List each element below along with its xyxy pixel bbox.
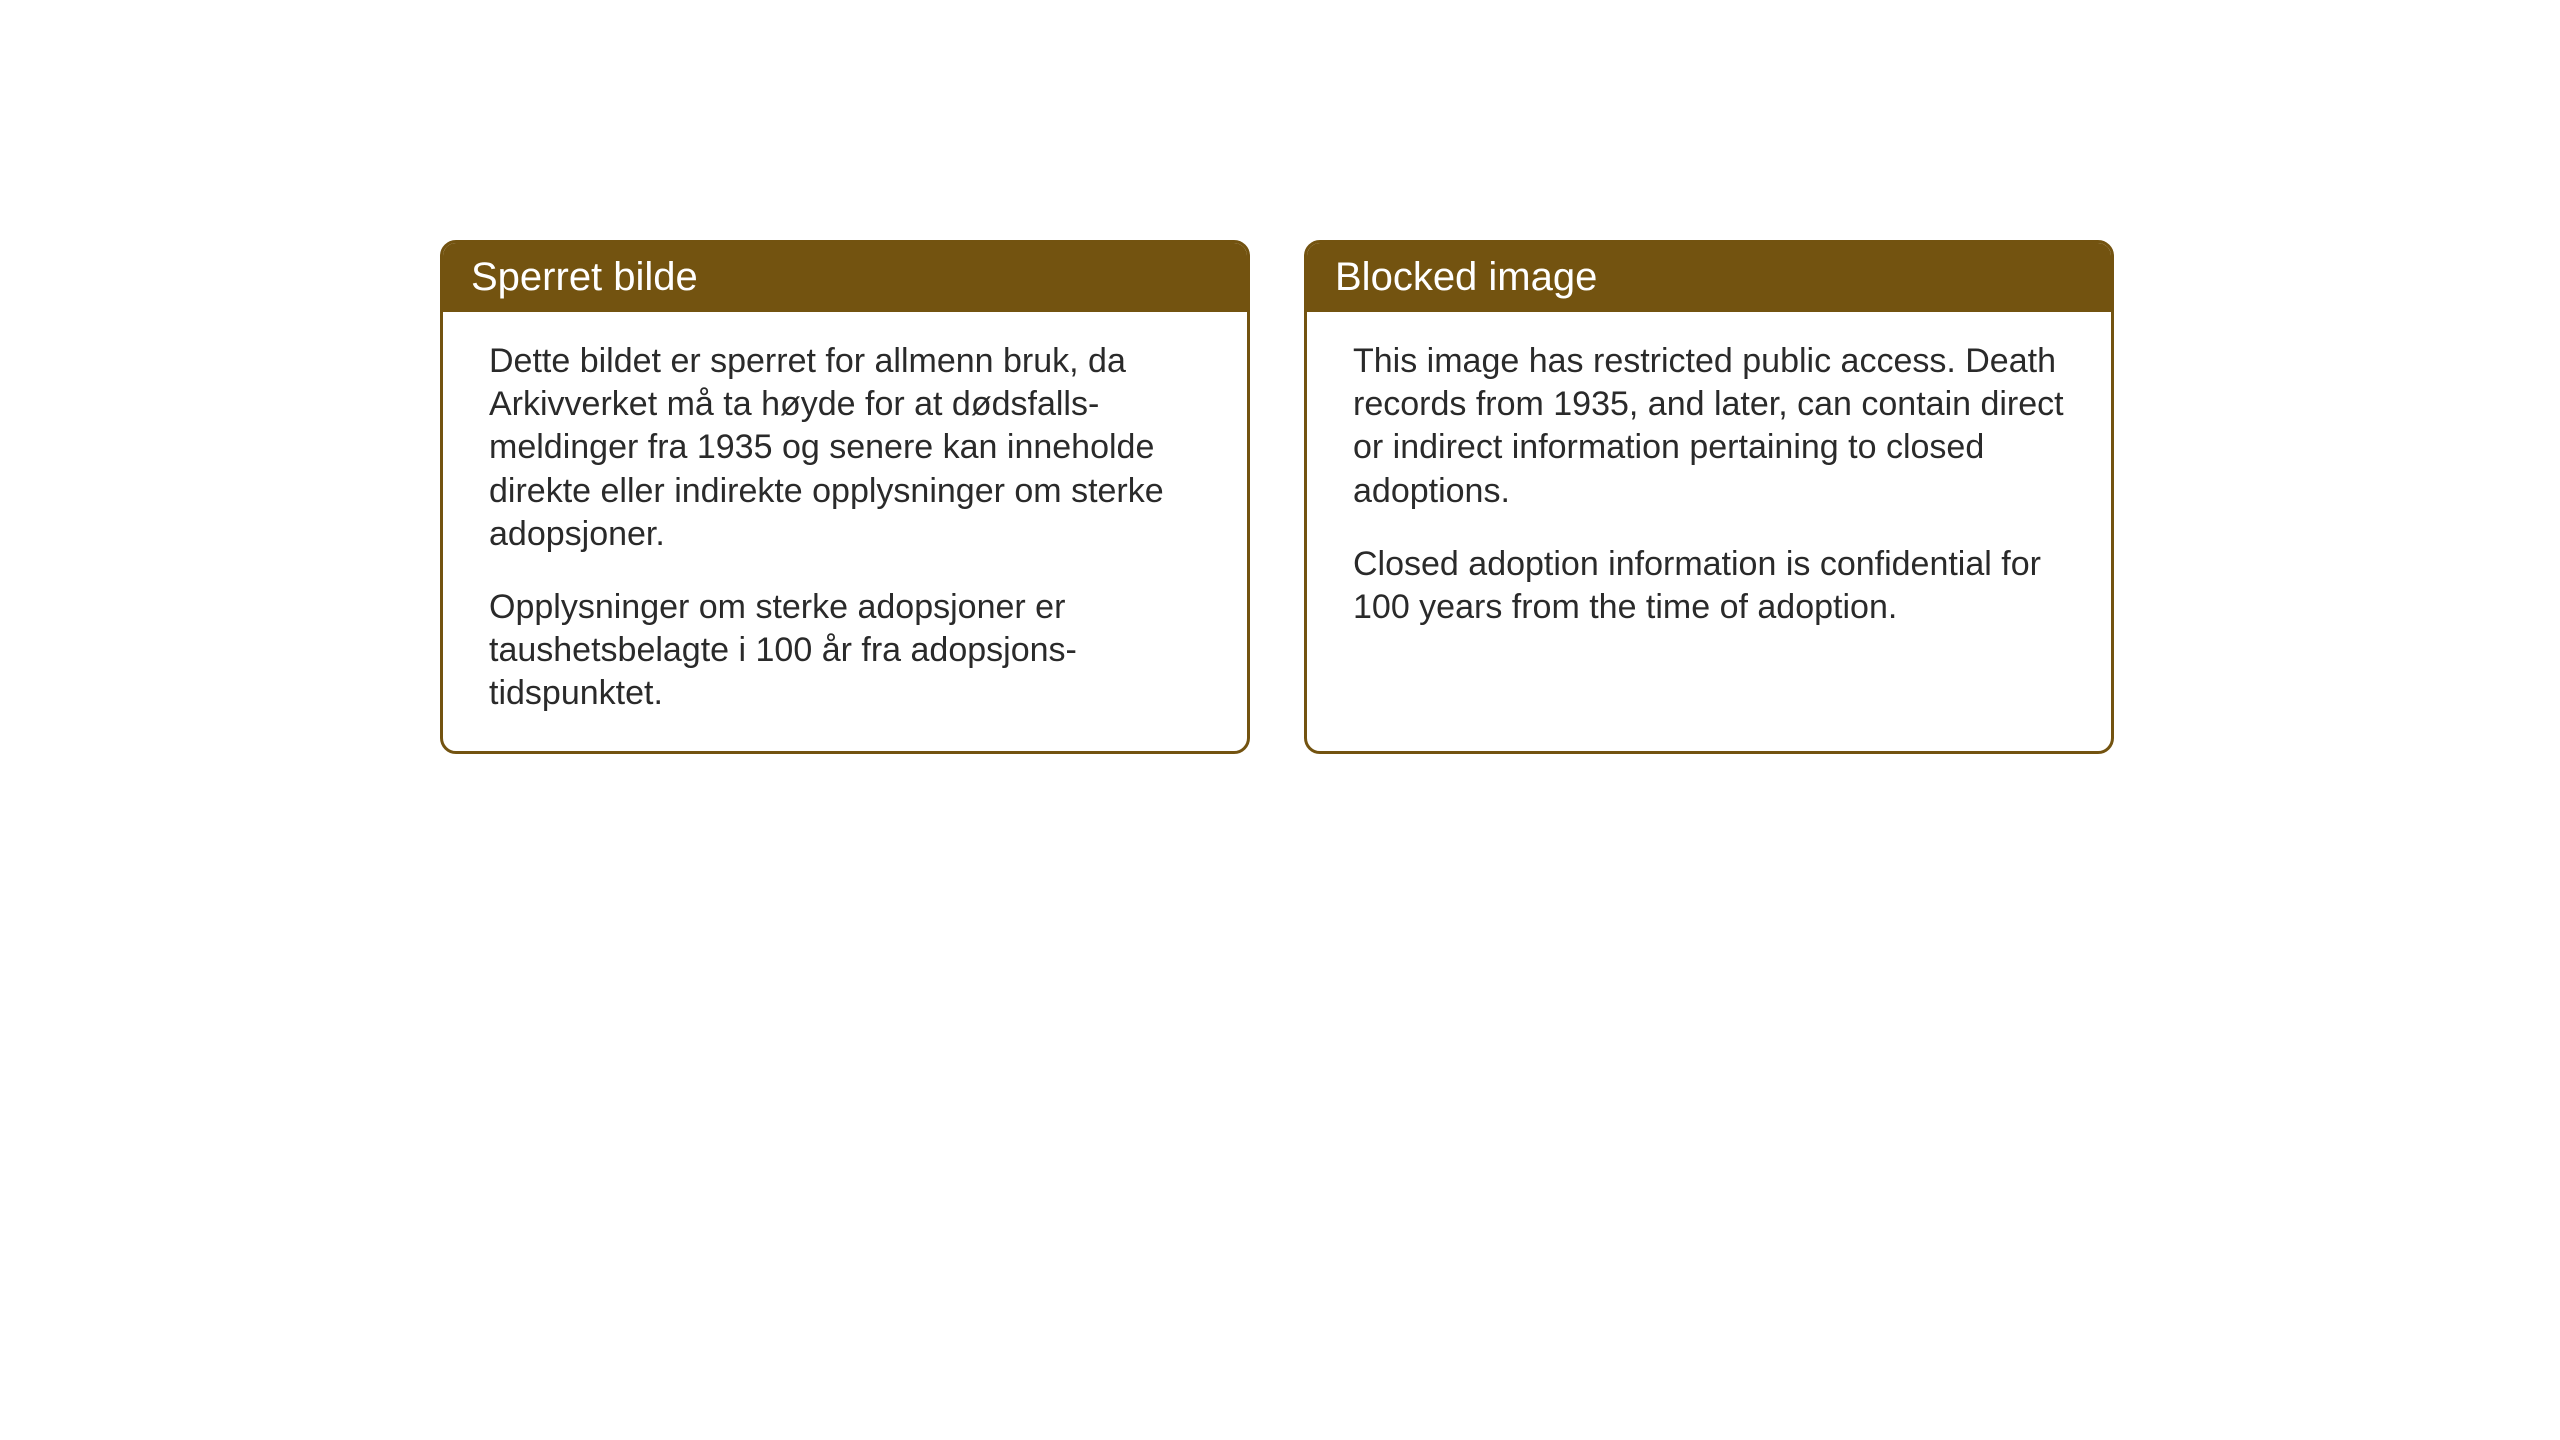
- notice-card-english: Blocked image This image has restricted …: [1304, 240, 2114, 754]
- notice-paragraph-1-english: This image has restricted public access.…: [1353, 340, 2065, 513]
- notice-paragraph-2-norwegian: Opplysninger om sterke adopsjoner er tau…: [489, 586, 1201, 716]
- notice-container: Sperret bilde Dette bildet er sperret fo…: [440, 240, 2114, 754]
- notice-paragraph-2-english: Closed adoption information is confident…: [1353, 543, 2065, 629]
- notice-paragraph-1-norwegian: Dette bildet er sperret for allmenn bruk…: [489, 340, 1201, 556]
- notice-body-english: This image has restricted public access.…: [1307, 312, 2111, 717]
- notice-title-norwegian: Sperret bilde: [471, 255, 698, 299]
- notice-card-norwegian: Sperret bilde Dette bildet er sperret fo…: [440, 240, 1250, 754]
- notice-body-norwegian: Dette bildet er sperret for allmenn bruk…: [443, 312, 1247, 751]
- notice-header-english: Blocked image: [1307, 243, 2111, 312]
- notice-header-norwegian: Sperret bilde: [443, 243, 1247, 312]
- notice-title-english: Blocked image: [1335, 255, 1597, 299]
